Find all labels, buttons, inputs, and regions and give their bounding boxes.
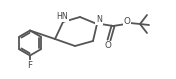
Text: F: F [27, 61, 33, 70]
Text: HN: HN [56, 12, 68, 21]
Text: O: O [105, 41, 111, 50]
Text: O: O [124, 17, 130, 26]
Text: N: N [96, 15, 102, 24]
